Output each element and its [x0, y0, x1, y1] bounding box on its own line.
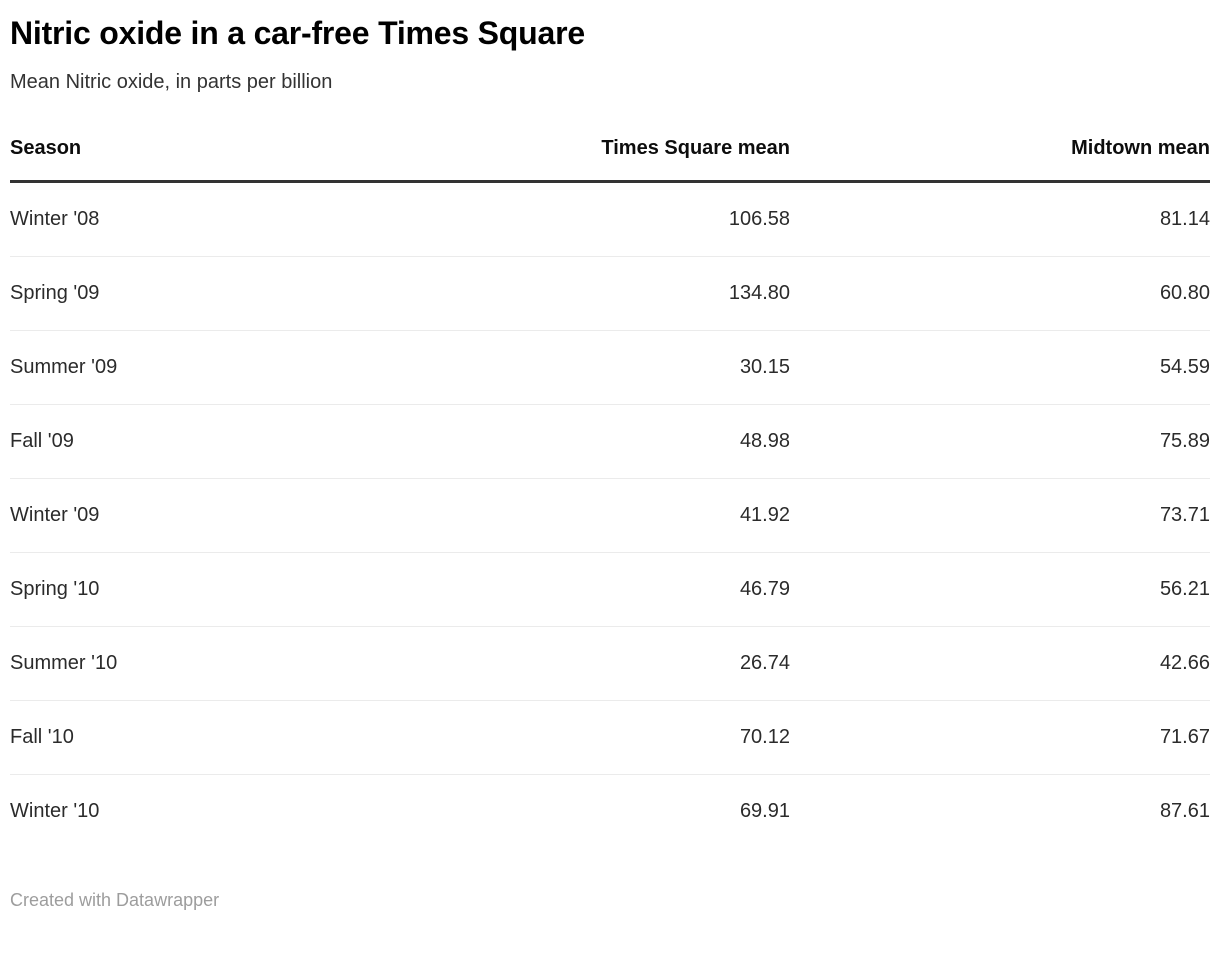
table-header: Season Times Square mean Midtown mean	[10, 137, 1210, 184]
times-square-cell: 30.15	[418, 330, 790, 406]
season-cell: Spring '10	[10, 552, 418, 628]
midtown-cell: 73.71	[790, 478, 1210, 554]
season-cell: Spring '09	[10, 256, 418, 332]
table-row: Spring '09 134.80 60.80	[10, 256, 1210, 332]
table-row: Fall '09 48.98 75.89	[10, 404, 1210, 480]
season-cell: Summer '09	[10, 330, 418, 406]
midtown-cell: 60.80	[790, 256, 1210, 332]
season-cell: Summer '10	[10, 626, 418, 702]
times-square-cell: 41.92	[418, 478, 790, 554]
table-row: Summer '10 26.74 42.66	[10, 626, 1210, 702]
midtown-cell: 75.89	[790, 404, 1210, 480]
data-table: Season Times Square mean Midtown mean Wi…	[10, 137, 1210, 848]
times-square-cell: 70.12	[418, 700, 790, 776]
midtown-cell: 42.66	[790, 626, 1210, 702]
season-cell: Winter '09	[10, 478, 418, 554]
times-square-cell: 26.74	[418, 626, 790, 702]
column-header-times-square-mean: Times Square mean	[418, 137, 790, 184]
page-subtitle: Mean Nitric oxide, in parts per billion	[10, 71, 333, 94]
table-row: Winter '09 41.92 73.71	[10, 478, 1210, 554]
table-row: Winter '08 106.58 81.14	[10, 181, 1210, 258]
table-row: Spring '10 46.79 56.21	[10, 552, 1210, 628]
table-body: Winter '08 106.58 81.14 Spring '09 134.8…	[10, 181, 1210, 849]
table-row: Fall '10 70.12 71.67	[10, 700, 1210, 776]
table-row: Winter '10 69.91 87.61	[10, 775, 1210, 849]
times-square-cell: 48.98	[418, 404, 790, 480]
times-square-cell: 46.79	[418, 552, 790, 628]
midtown-cell: 54.59	[790, 330, 1210, 406]
times-square-cell: 134.80	[418, 256, 790, 332]
season-cell: Winter '08	[10, 181, 418, 258]
times-square-cell: 69.91	[739, 800, 790, 823]
season-cell: Fall '10	[10, 700, 418, 776]
midtown-cell: 81.14	[790, 181, 1210, 258]
season-cell: Fall '09	[10, 404, 418, 480]
table-header-row: Season Times Square mean Midtown mean	[10, 137, 1210, 184]
table-row: Summer '09 30.15 54.59	[10, 330, 1210, 406]
times-square-cell: 106.58	[418, 181, 790, 258]
column-header-midtown-mean: Midtown mean	[790, 137, 1210, 184]
midtown-cell: 56.21	[790, 552, 1210, 628]
datawrapper-credit: Created with Datawrapper	[10, 890, 220, 911]
page-title: Nitric oxide in a car-free Times Square	[10, 15, 585, 51]
season-cell: Winter '10	[10, 800, 100, 823]
midtown-cell: 71.67	[790, 700, 1210, 776]
midtown-cell: 87.61	[1159, 800, 1210, 823]
column-header-season: Season	[10, 137, 418, 184]
